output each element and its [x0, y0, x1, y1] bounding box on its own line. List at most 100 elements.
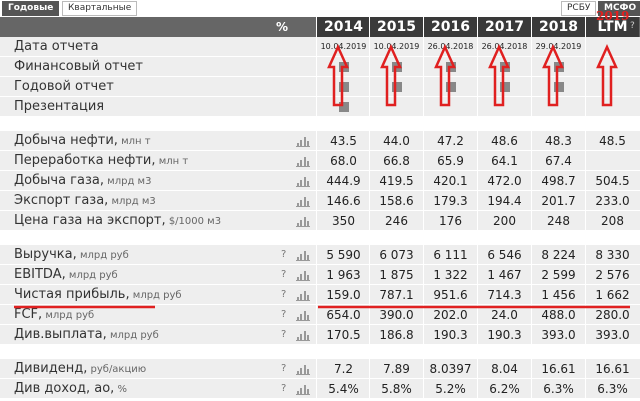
annotation-arrow: [327, 43, 349, 107]
value-cell: 66.8: [369, 151, 423, 171]
chart-icon-bar: [303, 217, 306, 226]
chart-icon[interactable]: [296, 196, 310, 207]
value-cell: 194.4: [477, 191, 531, 211]
chart-icon-bar: [300, 274, 303, 280]
table-row: [0, 211, 640, 231]
value-cell: 190.3: [477, 325, 531, 345]
chart-icon[interactable]: [296, 136, 310, 147]
value-cell: 48.3: [531, 131, 585, 151]
value-cell: 176: [423, 211, 477, 231]
chart-icon-bar: [303, 291, 306, 300]
chart-icon-bar: [306, 181, 309, 186]
value-cell: 390.0: [369, 305, 423, 325]
value-cell: 2 599: [531, 265, 585, 285]
chart-icon-bar: [303, 177, 306, 186]
value-cell: 200: [477, 211, 531, 231]
chart-icon-bar: [303, 311, 306, 320]
help-icon[interactable]: ?: [281, 269, 287, 280]
value-cell: [585, 151, 639, 171]
help-icon[interactable]: ?: [281, 309, 287, 320]
chart-icon[interactable]: [296, 216, 310, 227]
chart-icon-bar: [306, 221, 309, 226]
value-cell: 7.2: [316, 359, 370, 379]
value-cell: 146.6: [316, 191, 370, 211]
value-cell: 6 111: [423, 245, 477, 265]
help-icon[interactable]: ?: [281, 383, 287, 394]
column-header: 2016: [423, 17, 477, 37]
chart-icon-bar: [300, 200, 303, 206]
row-label: Див доход, ао, %: [14, 381, 127, 396]
value-cell: 5 590: [316, 245, 370, 265]
annotation-arrow: [542, 43, 564, 107]
row-label: Див.выплата, млрд руб: [14, 327, 159, 342]
help-icon[interactable]: ?: [281, 329, 287, 340]
chart-icon[interactable]: [296, 176, 310, 187]
file-icon[interactable]: [392, 82, 402, 92]
table-row: [0, 171, 640, 191]
row-unit: млн т: [117, 136, 151, 147]
value-cell: 6.3%: [531, 379, 585, 399]
value-cell: 8 224: [531, 245, 585, 265]
value-cell: 246: [369, 211, 423, 231]
table-row: [0, 97, 640, 117]
row-label: FCF, млрд руб: [14, 307, 95, 322]
value-cell: 5.4%: [316, 379, 370, 399]
standard-button[interactable]: РСБУ: [561, 1, 597, 16]
help-icon[interactable]: ?: [281, 363, 287, 374]
row-label: Финансовый отчет: [14, 59, 143, 74]
value-cell: 47.2: [423, 131, 477, 151]
chart-icon-bar: [300, 294, 303, 300]
chart-icon-bar: [297, 371, 299, 374]
value-cell: 202.0: [423, 305, 477, 325]
chart-icon-bar: [303, 251, 306, 260]
value-cell: 5.8%: [369, 379, 423, 399]
value-cell: 714.3: [477, 285, 531, 305]
chart-icon[interactable]: [296, 364, 310, 375]
value-cell: 5.2%: [423, 379, 477, 399]
row-label: Дивиденд, руб/акцию: [14, 361, 147, 376]
value-cell: [585, 97, 639, 117]
value-cell: 787.1: [369, 285, 423, 305]
row-unit: млн т: [155, 156, 189, 167]
help-icon[interactable]: ?: [281, 289, 287, 300]
value-cell: 420.1: [423, 171, 477, 191]
chart-icon-bar: [306, 161, 309, 166]
file-icon[interactable]: [446, 82, 456, 92]
file-icon[interactable]: [554, 82, 564, 92]
annotation-text: 2019: [596, 9, 630, 23]
chart-icon[interactable]: [296, 384, 310, 395]
file-icon[interactable]: [339, 82, 349, 92]
table-row: [0, 379, 640, 399]
value-cell: 1 875: [369, 265, 423, 285]
column-header: LTM: [585, 17, 639, 37]
file-icon[interactable]: [339, 102, 349, 112]
chart-icon[interactable]: [296, 290, 310, 301]
chart-icon-bar: [300, 334, 303, 340]
tab[interactable]: Годовые: [2, 1, 60, 16]
row-unit: %: [114, 384, 127, 395]
value-cell: 419.5: [369, 171, 423, 191]
value-cell: 444.9: [316, 171, 370, 191]
chart-icon[interactable]: [296, 156, 310, 167]
chart-icon[interactable]: [296, 250, 310, 261]
chart-icon-bar: [300, 160, 303, 166]
file-icon[interactable]: [500, 82, 510, 92]
row-label: Годовой отчет: [14, 79, 114, 94]
chart-icon[interactable]: [296, 310, 310, 321]
help-icon[interactable]: ?: [281, 249, 287, 260]
chart-icon[interactable]: [296, 270, 310, 281]
chart-icon-bar: [300, 180, 303, 186]
table-row: [0, 245, 640, 265]
tab[interactable]: Квартальные: [62, 1, 138, 16]
value-cell: 43.5: [316, 131, 370, 151]
chart-icon[interactable]: [296, 330, 310, 341]
annotation-arrow: [596, 43, 618, 107]
row-unit: $/1000 м3: [165, 216, 222, 227]
chart-icon-bar: [303, 157, 306, 166]
table-row: [0, 77, 640, 97]
value-cell: 280.0: [585, 305, 639, 325]
standard-button[interactable]: МСФО: [598, 1, 640, 16]
chart-icon-bar: [297, 317, 299, 320]
row-label: Выручка, млрд руб: [14, 247, 129, 262]
